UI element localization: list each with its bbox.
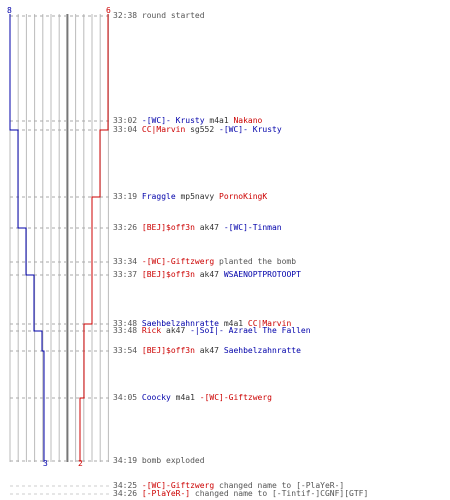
weapon-name: m4a1 [209,116,229,125]
weapon-name: ak47 [166,326,186,335]
victim-name: -[WC]- Krusty [219,125,282,134]
event-row: 33:34 -[WC]-Giftzwerg planted the bomb [113,257,296,266]
event-row: 33:48 Rick ak47 -|SoI|- Azrael The Falle… [113,326,311,335]
event-text: bomb exploded [141,456,205,465]
event-time: 33:48 [113,326,138,335]
event-text: changed name to [-PlaYeR-] [219,481,345,490]
event-time: 34:26 [113,489,138,498]
blue-start-count: 8 [7,6,12,15]
event-text: changed name to [-Tintif-]CGNF][GTF] [194,489,369,498]
event-time: 33:04 [113,125,138,134]
blue-end-count: 3 [43,459,48,468]
event-time: 33:54 [113,346,138,355]
killer-name: [BEJ]$off3n [141,270,195,279]
event-row: 34:25 -[WC]-Giftzwerg changed name to [-… [113,481,344,490]
event-row: 34:19 bomb exploded [113,456,205,465]
weapon-name: mp5navy [180,192,215,201]
killer-name: Saehbelzahnratte [141,319,219,328]
event-row: 32:38 round started [113,11,205,20]
victim-name: -|SoI|- Azrael The Fallen [190,326,311,335]
event-row: 33:02 -[WC]- Krusty m4a1 Nakano [113,116,262,125]
event-row: 34:26 [-PlaYeR-] changed name to [-Tinti… [113,489,368,498]
event-time: 33:48 [113,319,138,328]
player-name: -[WC]-Giftzwerg [141,257,215,266]
event-row: 34:05 Coocky m4a1 -[WC]-Giftzwerg [113,393,272,402]
killer-name: -[WC]- Krusty [141,116,205,125]
event-text: planted the bomb [219,257,297,266]
killer-name: [BEJ]$off3n [141,223,195,232]
event-time: 34:19 [113,456,138,465]
killer-name: Rick [141,326,162,335]
victim-name: CC|Marvin [247,319,292,328]
killer-name: Coocky [141,393,171,402]
killer-name: Fraggle [141,192,176,201]
weapon-name: ak47 [199,346,219,355]
killer-name: [BEJ]$off3n [141,346,195,355]
event-time: 33:02 [113,116,138,125]
event-time: 32:38 [113,11,138,20]
event-text: round started [141,11,205,20]
player-name: [-PlaYeR-] [141,489,191,498]
event-time: 34:05 [113,393,138,402]
event-dash-lines [10,15,112,495]
victim-name: -[WC]-Giftzwerg [199,393,272,402]
event-row: 33:37 [BEJ]$off3n ak47 WSAENOPTPROTOOPT [113,270,301,279]
weapon-name: ak47 [199,223,219,232]
event-time: 34:25 [113,481,138,490]
event-row: 33:19 Fraggle mp5navy PornoKingK [113,192,267,201]
event-time: 33:19 [113,192,138,201]
weapon-name: m4a1 [223,319,244,328]
event-row: 33:54 [BEJ]$off3n ak47 Saehbelzahnratte [113,346,301,355]
red-team-alive-line [79,14,109,462]
red-end-count: 2 [78,459,83,468]
event-row: 33:48 Saehbelzahnratte m4a1 CC|Marvin [113,319,291,328]
event-row: 33:26 [BEJ]$off3n ak47 -[WC]-Tinman [113,223,282,232]
blue-team-alive-line [9,14,45,462]
victim-name: PornoKingK [219,192,268,201]
event-time: 33:34 [113,257,138,266]
victim-name: Nakano [233,116,263,125]
weapon-name: m4a1 [175,393,195,402]
victim-name: -[WC]-Tinman [223,223,282,232]
timeline-grid [9,14,109,462]
player-name: -[WC]-Giftzwerg [141,481,215,490]
event-row: 33:04 CC|Marvin sg552 -[WC]- Krusty [113,125,282,134]
red-start-count: 6 [106,6,111,15]
event-time: 33:26 [113,223,138,232]
victim-name: Saehbelzahnratte [223,346,301,355]
weapon-name: sg552 [190,125,215,134]
weapon-name: ak47 [199,270,219,279]
victim-name: WSAENOPTPROTOOPT [223,270,301,279]
event-time: 33:37 [113,270,138,279]
killer-name: CC|Marvin [141,125,186,134]
